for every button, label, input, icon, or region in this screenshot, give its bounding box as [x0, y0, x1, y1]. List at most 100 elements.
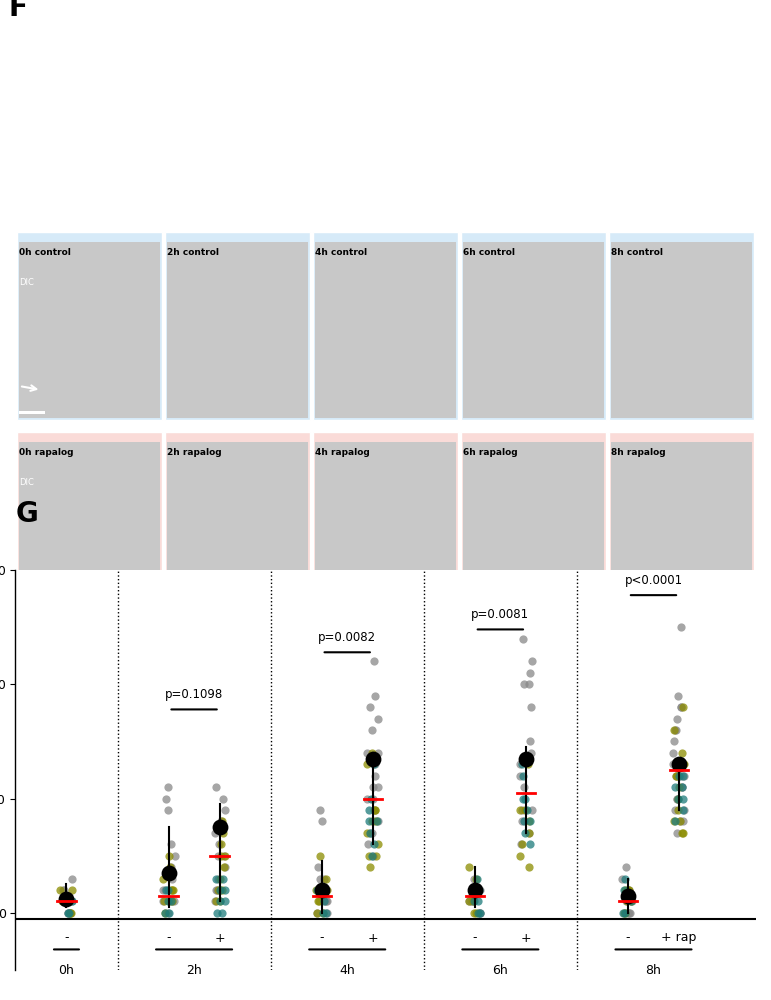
- Text: +: +: [368, 932, 378, 944]
- Point: [167, 893, 179, 909]
- Point: [214, 819, 226, 835]
- Point: [474, 905, 487, 921]
- Point: [524, 733, 537, 749]
- Point: [368, 756, 380, 772]
- Point: [61, 893, 73, 909]
- Text: 6h control: 6h control: [463, 248, 515, 257]
- Point: [364, 699, 376, 715]
- Point: [162, 882, 174, 898]
- Point: [618, 905, 631, 921]
- Text: 2h: 2h: [187, 964, 202, 977]
- Point: [369, 802, 382, 818]
- Point: [214, 882, 226, 898]
- Point: [675, 699, 687, 715]
- Point: [210, 905, 223, 921]
- Point: [625, 893, 637, 909]
- Point: [672, 791, 685, 807]
- Point: [215, 848, 227, 864]
- Point: [669, 722, 682, 738]
- Point: [54, 882, 66, 898]
- Point: [671, 768, 683, 784]
- Point: [676, 699, 689, 715]
- Point: [158, 882, 170, 898]
- Point: [469, 882, 481, 898]
- Point: [676, 825, 689, 841]
- Point: [673, 779, 685, 795]
- Point: [320, 905, 332, 921]
- Point: [672, 791, 684, 807]
- Point: [524, 836, 536, 852]
- Point: [214, 893, 226, 909]
- Point: [469, 882, 481, 898]
- Point: [472, 893, 484, 909]
- Point: [364, 859, 376, 875]
- Point: [669, 813, 682, 829]
- Point: [677, 791, 689, 807]
- Text: + rap: + rap: [662, 932, 697, 944]
- Point: [471, 882, 483, 898]
- Point: [526, 653, 538, 669]
- Text: 6h rapalog: 6h rapalog: [463, 448, 518, 457]
- Point: [58, 882, 70, 898]
- Point: [314, 802, 326, 818]
- Point: [668, 733, 681, 749]
- Point: [65, 905, 77, 921]
- Point: [318, 871, 330, 887]
- Point: [616, 871, 628, 887]
- Point: [217, 825, 230, 841]
- Point: [523, 813, 535, 829]
- Point: [163, 848, 175, 864]
- Point: [467, 893, 480, 909]
- Point: [473, 905, 485, 921]
- Point: [217, 791, 229, 807]
- Point: [318, 893, 330, 909]
- Point: [62, 905, 75, 921]
- Point: [519, 791, 531, 807]
- Point: [372, 745, 385, 761]
- Point: [366, 848, 379, 864]
- Point: [216, 882, 228, 898]
- Point: [211, 882, 224, 898]
- Point: [621, 888, 634, 904]
- Point: [676, 779, 689, 795]
- Point: [518, 813, 530, 829]
- Bar: [463, 242, 604, 418]
- Bar: [313, 232, 458, 420]
- Point: [315, 813, 328, 829]
- Point: [315, 882, 328, 898]
- Point: [361, 825, 373, 841]
- Point: [163, 859, 176, 875]
- Text: p<0.0001: p<0.0001: [625, 574, 682, 587]
- Point: [318, 905, 330, 921]
- Point: [219, 893, 231, 909]
- Text: 0h control: 0h control: [19, 248, 71, 257]
- Point: [216, 813, 228, 829]
- Point: [618, 882, 630, 898]
- Bar: [17, 232, 162, 420]
- Point: [672, 791, 684, 807]
- Text: 8h rapalog: 8h rapalog: [611, 448, 666, 457]
- Point: [60, 891, 72, 907]
- Point: [513, 768, 526, 784]
- Point: [210, 893, 222, 909]
- Point: [167, 882, 180, 898]
- Point: [514, 848, 527, 864]
- Point: [473, 882, 486, 898]
- Point: [517, 631, 529, 647]
- Point: [625, 893, 638, 909]
- Point: [210, 882, 222, 898]
- Text: -: -: [626, 932, 630, 944]
- Point: [520, 802, 533, 818]
- Point: [361, 745, 373, 761]
- Point: [365, 813, 378, 829]
- Point: [371, 813, 383, 829]
- Bar: [19, 242, 160, 418]
- Point: [672, 688, 684, 704]
- Text: 8h control: 8h control: [611, 248, 663, 257]
- Point: [668, 813, 680, 829]
- Point: [311, 905, 323, 921]
- Text: 0h rapalog: 0h rapalog: [19, 448, 73, 457]
- Point: [523, 825, 535, 841]
- Point: [676, 768, 689, 784]
- Point: [372, 813, 384, 829]
